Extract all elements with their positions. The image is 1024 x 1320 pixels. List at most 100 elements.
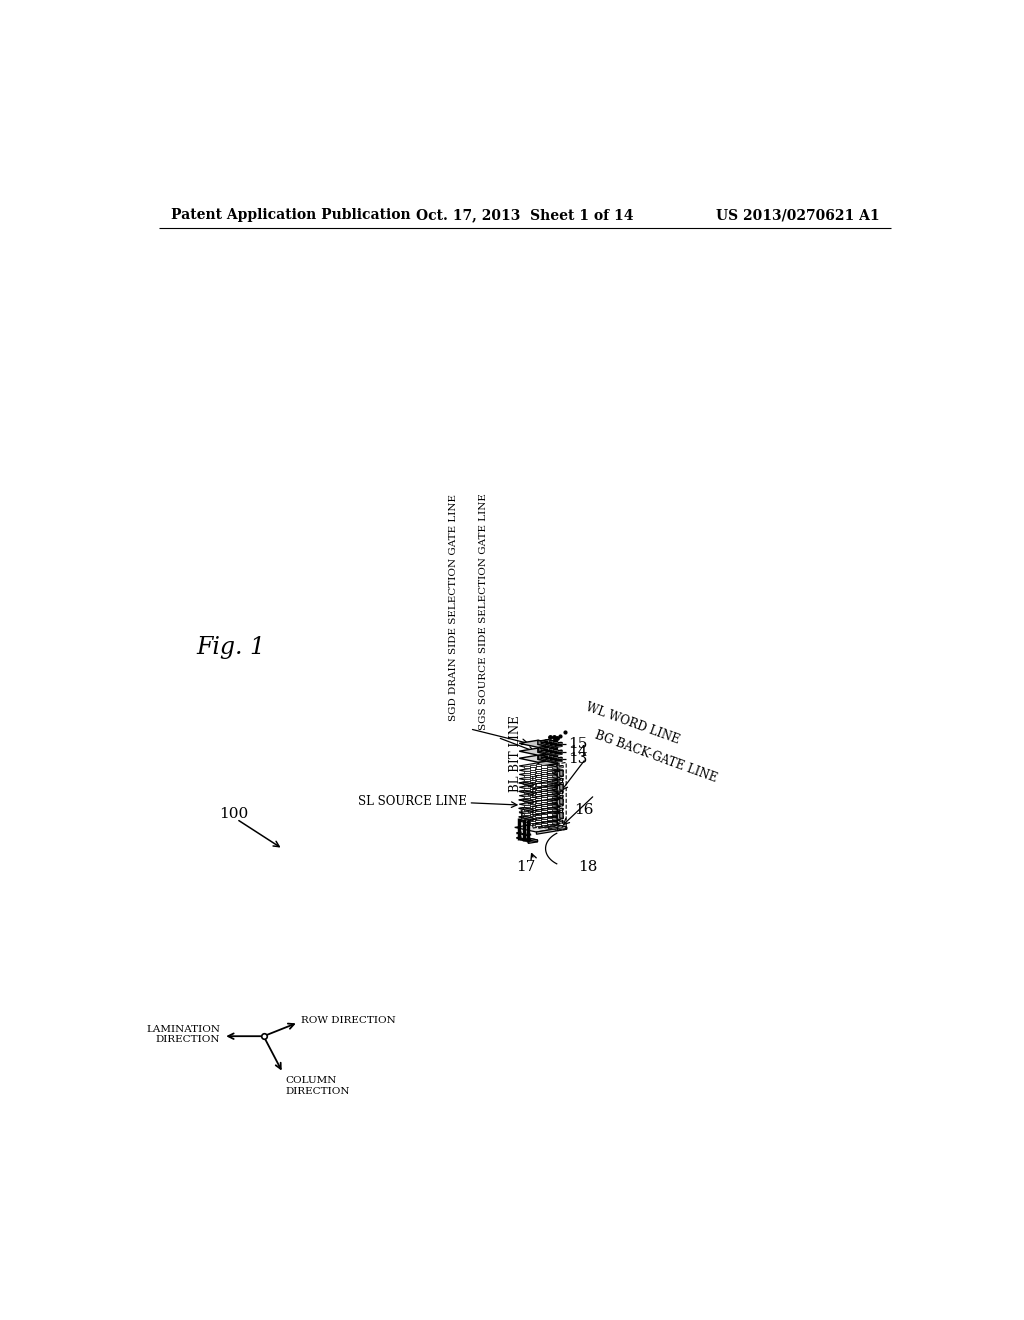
Polygon shape [552,781,560,785]
Polygon shape [542,824,552,828]
Polygon shape [547,793,556,796]
Polygon shape [545,797,553,801]
Polygon shape [536,768,542,771]
Polygon shape [524,796,529,799]
Polygon shape [547,813,552,816]
Polygon shape [542,814,550,817]
Polygon shape [542,763,550,766]
Polygon shape [518,799,532,803]
Polygon shape [529,810,536,812]
Polygon shape [540,747,549,748]
Polygon shape [560,784,563,791]
Polygon shape [524,788,529,789]
Text: Oct. 17, 2013  Sheet 1 of 14: Oct. 17, 2013 Sheet 1 of 14 [416,209,634,223]
Polygon shape [530,812,536,814]
Polygon shape [536,795,542,796]
Polygon shape [548,816,556,818]
Polygon shape [519,780,557,787]
Polygon shape [545,822,566,829]
Polygon shape [536,799,541,800]
Polygon shape [536,813,541,816]
Polygon shape [555,804,563,807]
Polygon shape [524,821,529,824]
Polygon shape [550,803,560,805]
Polygon shape [548,825,559,829]
Polygon shape [550,750,558,755]
Polygon shape [543,780,553,781]
Polygon shape [560,812,563,818]
Polygon shape [542,766,547,768]
Polygon shape [539,788,557,795]
Polygon shape [548,768,556,772]
Polygon shape [536,800,541,803]
Polygon shape [555,826,565,830]
Polygon shape [536,772,541,775]
Polygon shape [538,741,557,748]
Polygon shape [547,767,552,768]
Text: LAMINATION
DIRECTION: LAMINATION DIRECTION [146,1024,220,1044]
Polygon shape [540,775,550,777]
Polygon shape [538,818,557,825]
Polygon shape [547,781,556,783]
Polygon shape [550,785,560,788]
Polygon shape [536,788,541,789]
Polygon shape [553,783,563,784]
Polygon shape [552,770,560,772]
Polygon shape [529,772,536,774]
Polygon shape [520,838,538,842]
Polygon shape [529,780,536,783]
Polygon shape [524,779,529,781]
Polygon shape [536,822,541,824]
Polygon shape [541,768,547,770]
Polygon shape [530,766,536,767]
Polygon shape [538,763,557,770]
Polygon shape [523,781,532,785]
Polygon shape [541,818,547,821]
Polygon shape [547,776,556,779]
Text: Patent Application Publication: Patent Application Publication [171,209,411,223]
Polygon shape [548,764,556,767]
Polygon shape [542,800,547,801]
Polygon shape [555,796,563,799]
Polygon shape [543,776,553,777]
Polygon shape [542,779,547,780]
Polygon shape [536,785,541,788]
Polygon shape [540,784,550,785]
Polygon shape [519,776,557,783]
Polygon shape [547,803,556,804]
Polygon shape [539,797,557,803]
Polygon shape [536,795,541,796]
Polygon shape [547,814,556,817]
Polygon shape [547,810,556,812]
Polygon shape [546,755,554,760]
Polygon shape [519,818,557,825]
Polygon shape [528,840,538,843]
Polygon shape [547,764,556,766]
Polygon shape [555,817,563,820]
Polygon shape [519,797,557,804]
Polygon shape [545,776,553,779]
Polygon shape [541,810,547,812]
Polygon shape [560,770,563,776]
Polygon shape [552,812,560,814]
Polygon shape [553,787,563,788]
Polygon shape [547,771,552,774]
Text: SL SOURCE LINE: SL SOURCE LINE [358,795,467,808]
Polygon shape [543,810,553,812]
Polygon shape [530,808,536,810]
Polygon shape [555,821,563,824]
Polygon shape [553,774,563,776]
Polygon shape [536,817,541,820]
Polygon shape [519,771,557,779]
Polygon shape [540,796,550,799]
Polygon shape [536,799,542,800]
Polygon shape [519,748,557,755]
Text: 15: 15 [568,737,588,751]
Polygon shape [539,809,557,816]
Polygon shape [547,822,552,824]
Polygon shape [540,801,550,803]
Polygon shape [547,772,556,774]
Polygon shape [540,771,550,772]
Text: 18: 18 [579,861,598,874]
Text: COLUMN
DIRECTION: COLUMN DIRECTION [286,1076,350,1096]
